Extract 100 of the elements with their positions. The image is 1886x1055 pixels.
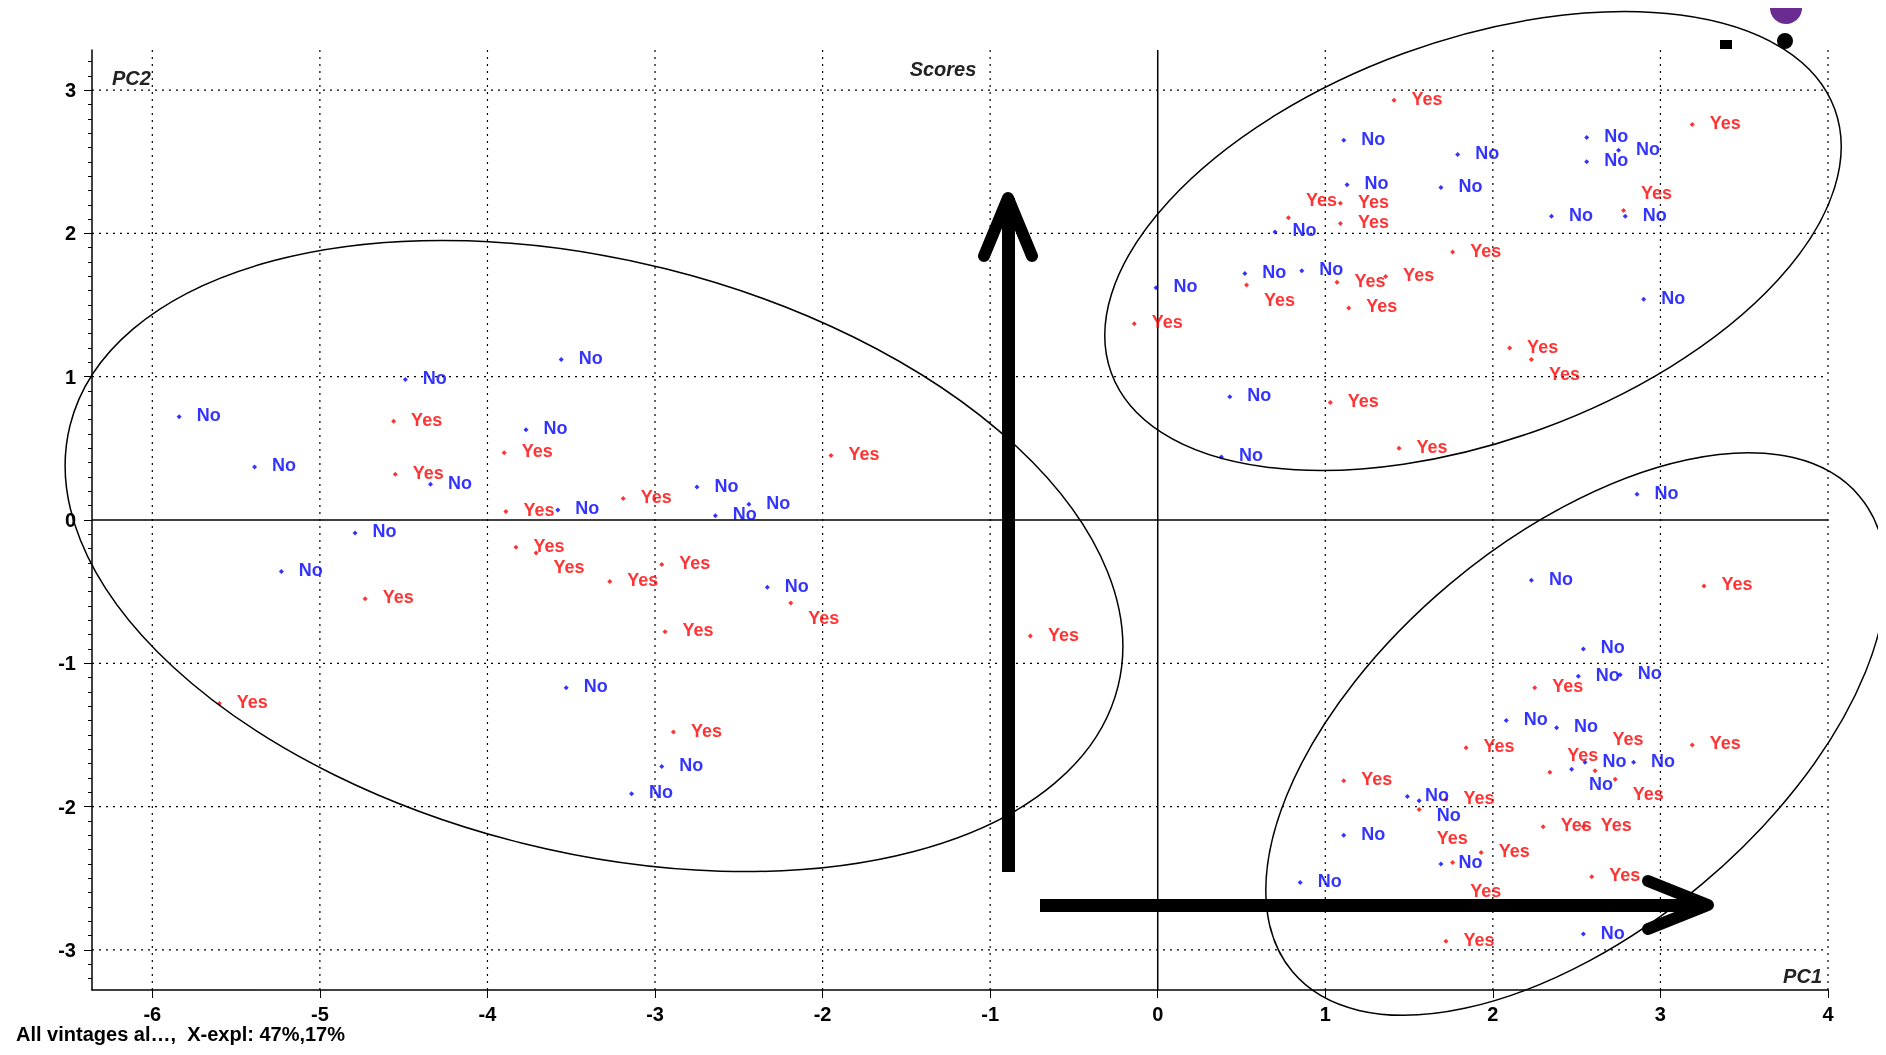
text: No — [1424, 785, 1449, 806]
text: Yes — [1470, 240, 1502, 261]
text: Yes — [1567, 744, 1599, 765]
point — [712, 513, 718, 519]
text: No — [679, 754, 704, 775]
text: No — [1364, 173, 1389, 194]
point — [1580, 931, 1586, 937]
point — [1689, 742, 1695, 748]
point — [1689, 122, 1695, 128]
point — [402, 377, 408, 383]
text: Yes — [682, 620, 714, 641]
text: Yes — [1366, 296, 1398, 317]
text: No — [1262, 262, 1287, 283]
point — [1346, 305, 1352, 311]
text: Yes — [1498, 840, 1530, 861]
point — [1455, 152, 1461, 158]
point — [1528, 357, 1534, 363]
point — [1131, 321, 1137, 327]
point — [607, 579, 613, 585]
point — [1337, 200, 1343, 206]
point — [1584, 159, 1590, 165]
point — [1554, 725, 1560, 731]
point — [1622, 213, 1628, 219]
point — [1503, 718, 1509, 724]
x-tick-label: -2 — [813, 1003, 832, 1025]
point — [1396, 445, 1402, 451]
text: Yes — [1361, 769, 1393, 790]
series-label: Yes — [1354, 270, 1386, 291]
point — [1327, 400, 1333, 405]
x-tick-label: 2 — [1487, 1003, 1499, 1025]
point — [1285, 215, 1291, 221]
point — [662, 629, 668, 635]
text: No — [583, 676, 608, 697]
point — [176, 414, 182, 420]
point — [501, 450, 507, 456]
point — [694, 484, 700, 490]
point — [563, 685, 569, 691]
point — [1027, 633, 1033, 639]
text: Yes — [1609, 865, 1641, 886]
text: No — [372, 521, 397, 542]
point — [1244, 282, 1250, 288]
point — [659, 763, 665, 769]
point — [513, 544, 519, 550]
text: No — [1661, 287, 1686, 308]
text: No — [1458, 852, 1483, 873]
text: Yes — [236, 691, 268, 712]
text: Yes — [1047, 624, 1079, 645]
text: Yes — [1552, 676, 1584, 697]
point — [555, 507, 561, 513]
point — [1297, 880, 1303, 886]
text: Yes — [1347, 391, 1379, 411]
text: No — [447, 472, 472, 493]
point — [523, 427, 529, 433]
text: No — [1523, 709, 1548, 730]
point — [764, 584, 770, 590]
x-tick-label: -5 — [310, 1003, 329, 1025]
text: No — [1636, 138, 1661, 159]
point — [1549, 213, 1555, 219]
point — [670, 729, 676, 735]
point — [1227, 394, 1233, 400]
y-tick-label: -1 — [58, 652, 76, 675]
point — [1641, 296, 1647, 302]
point — [1547, 769, 1553, 775]
text: Yes — [1632, 783, 1664, 804]
point — [1438, 185, 1444, 191]
text: Yes — [1436, 827, 1468, 848]
text: No — [1361, 128, 1386, 149]
series-label: No — [1595, 664, 1620, 685]
text: No — [1317, 871, 1342, 892]
text: No — [196, 405, 221, 426]
point — [1532, 685, 1538, 691]
text: Yes — [1264, 289, 1296, 310]
point — [788, 600, 794, 606]
text: Yes — [1416, 436, 1448, 457]
text: No — [1173, 276, 1198, 297]
text: Yes — [1463, 787, 1495, 808]
text: No — [1292, 220, 1317, 241]
text: No — [578, 348, 603, 369]
text: Yes — [553, 557, 585, 578]
point — [1416, 806, 1422, 812]
text: Yes — [1641, 182, 1673, 203]
point — [352, 530, 358, 536]
text: Yes — [1709, 733, 1741, 754]
text: No — [766, 492, 791, 513]
text: Yes — [1403, 264, 1435, 285]
text: No — [1600, 637, 1625, 658]
text: No — [1458, 176, 1483, 197]
point — [1507, 345, 1513, 351]
point — [1540, 824, 1546, 830]
point — [1416, 798, 1422, 804]
point — [1337, 220, 1343, 226]
point — [1589, 874, 1595, 880]
point — [1575, 673, 1581, 679]
point — [1443, 938, 1449, 944]
text: Yes — [382, 587, 414, 608]
point — [558, 357, 564, 363]
text: Yes — [1483, 736, 1515, 757]
point — [1450, 859, 1456, 865]
point — [1631, 759, 1637, 765]
point — [1528, 577, 1534, 583]
